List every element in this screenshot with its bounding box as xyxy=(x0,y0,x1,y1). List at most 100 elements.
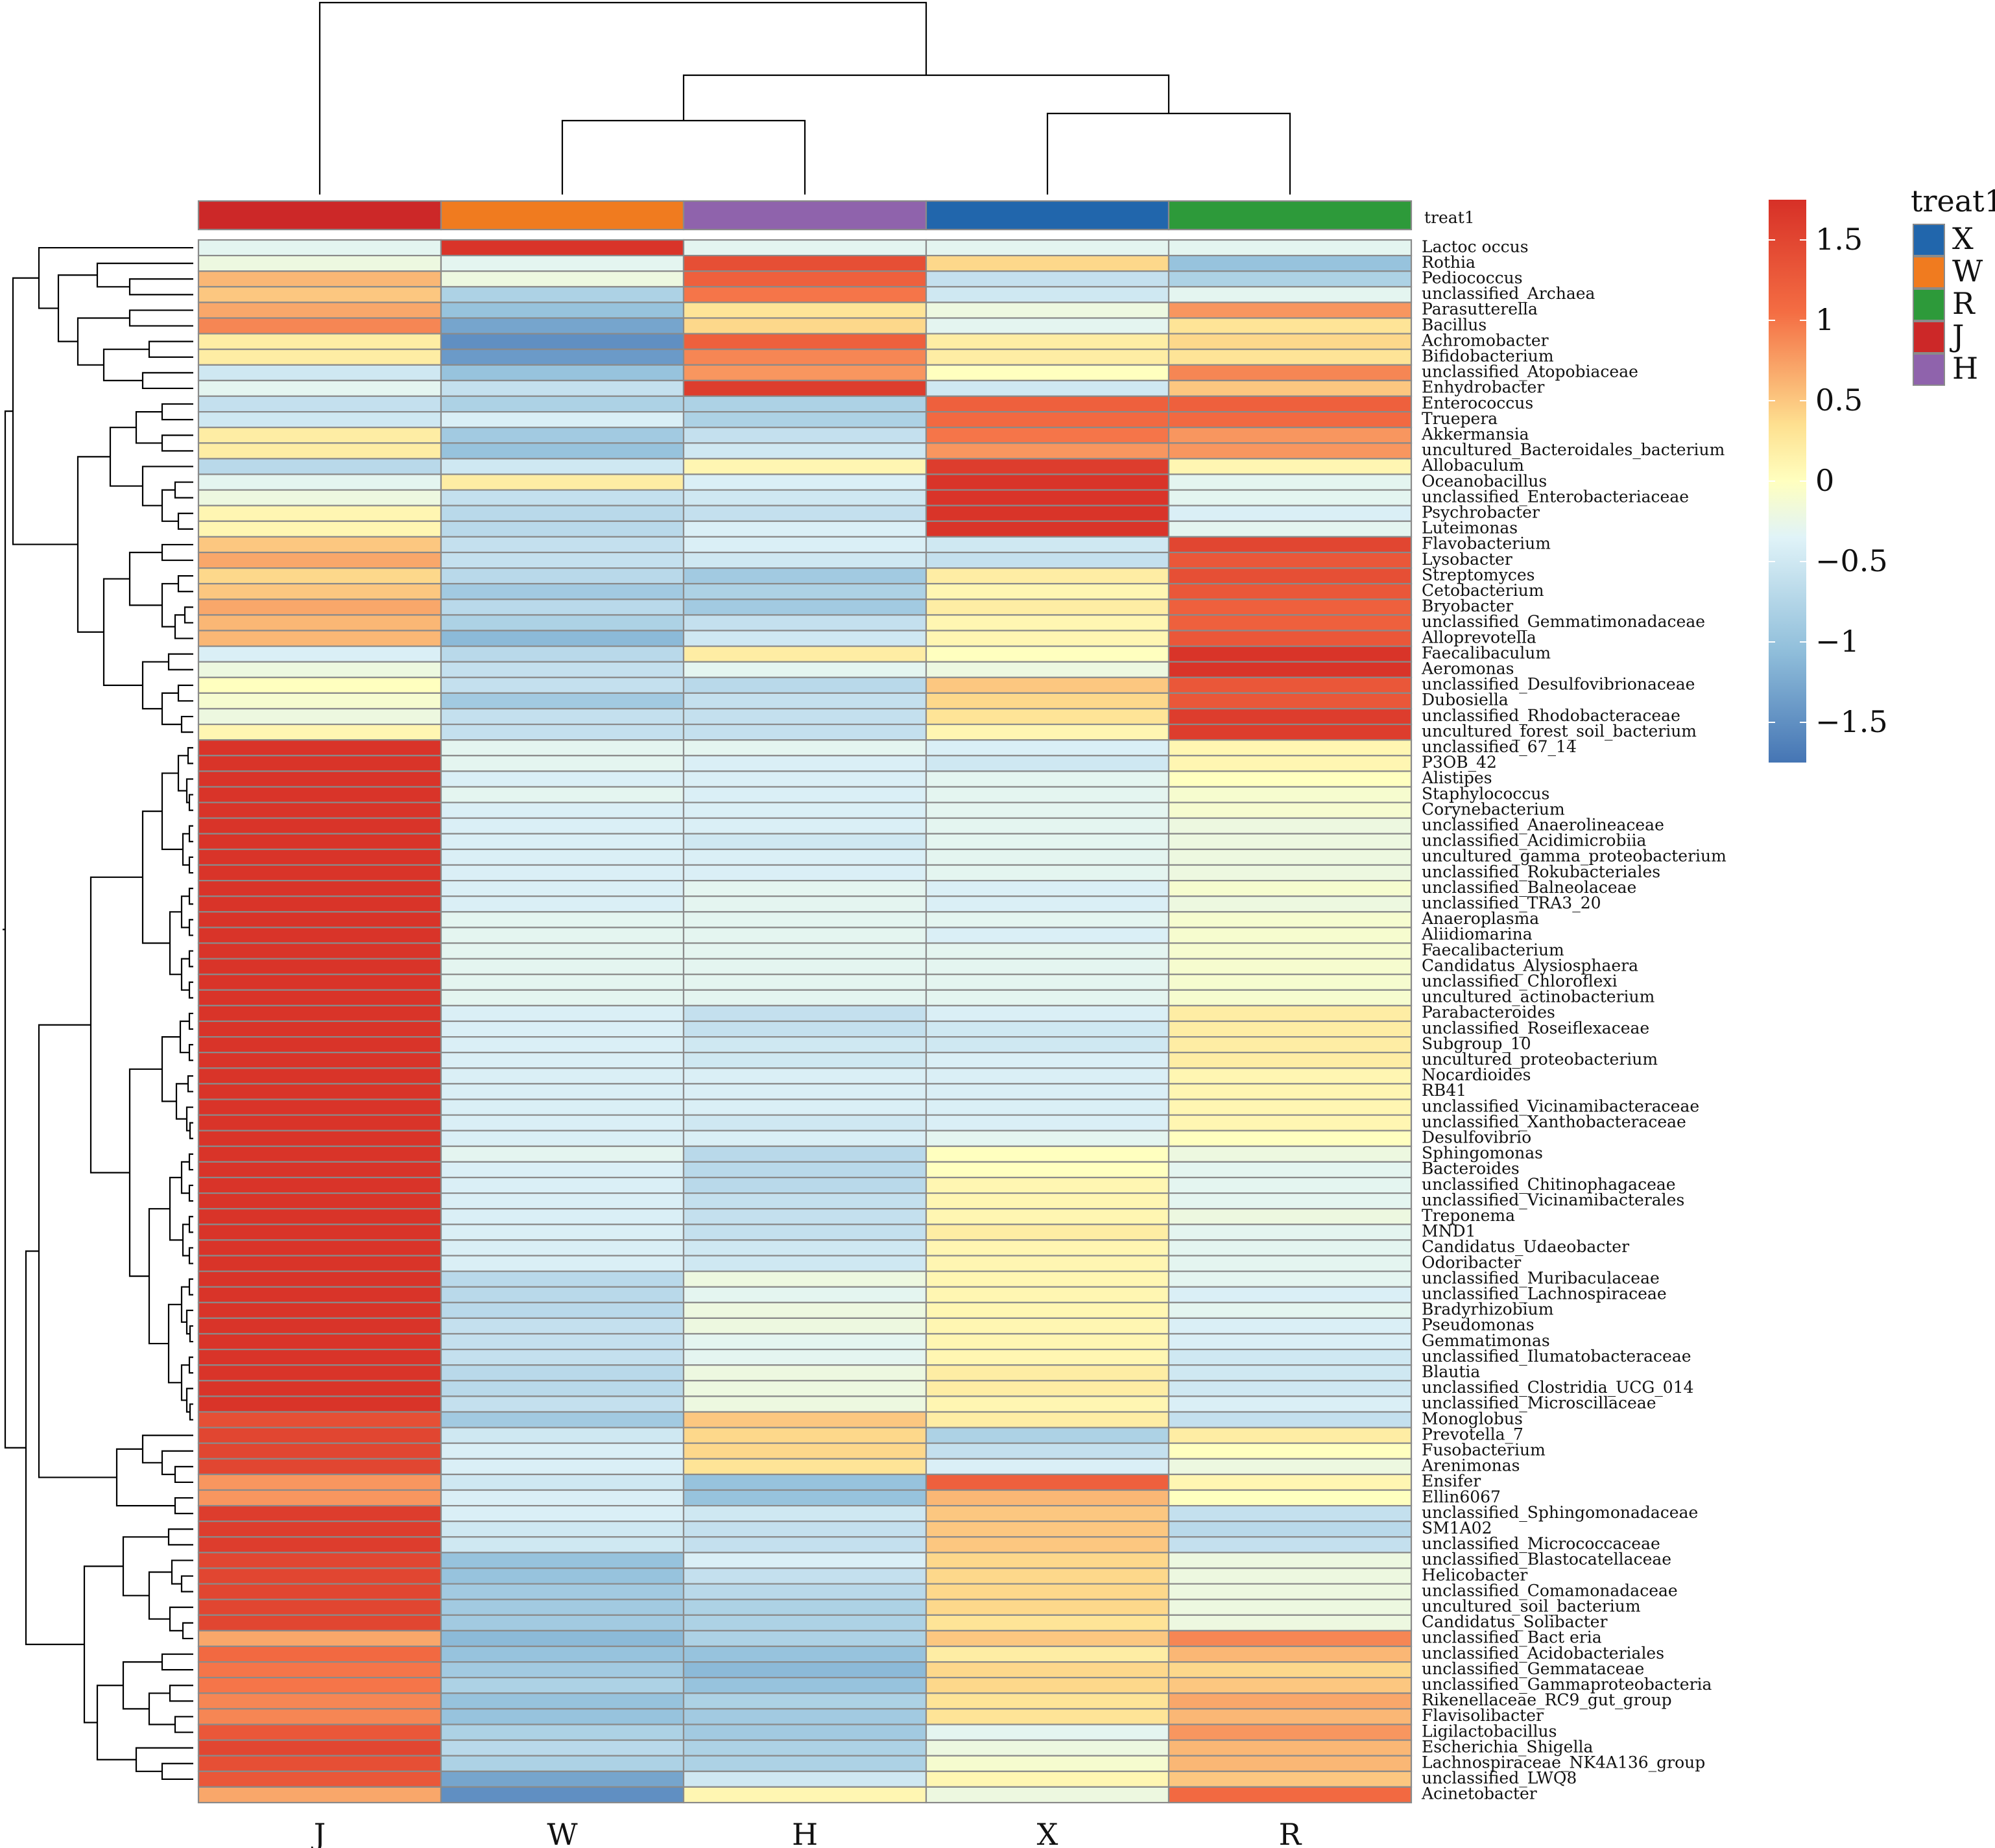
heatmap-cell xyxy=(197,1176,442,1194)
heatmap-cell xyxy=(1167,1536,1413,1554)
heatmap-cell xyxy=(925,1786,1170,1804)
heatmap-cell xyxy=(440,1333,685,1351)
heatmap-cell xyxy=(682,1521,927,1538)
row-label: Bryobacter xyxy=(1422,597,1513,615)
heatmap-cell xyxy=(682,551,927,569)
heatmap-cell xyxy=(682,1239,927,1257)
heatmap-cell xyxy=(925,1395,1170,1413)
heatmap-cell xyxy=(440,1052,685,1069)
legend-label: X xyxy=(1952,221,1974,256)
heatmap-cell xyxy=(197,1739,442,1757)
row-label: Aeromonas xyxy=(1421,659,1514,678)
heatmap-cell xyxy=(440,270,685,288)
dendrogram-branch xyxy=(77,317,130,366)
heatmap-cell xyxy=(440,927,685,944)
heatmap-cell xyxy=(1167,1395,1413,1413)
dendrogram-branch xyxy=(83,1565,123,1724)
dendrogram-branch xyxy=(135,1747,193,1772)
heatmap-cell xyxy=(197,489,442,506)
row-label: Truepera xyxy=(1422,409,1498,428)
legend-swatch xyxy=(1913,353,1945,386)
heatmap-cell xyxy=(682,1645,927,1663)
heatmap-cell xyxy=(197,270,442,288)
heatmap-cell xyxy=(197,1036,442,1054)
row-label: Ligilactobacillus xyxy=(1422,1722,1557,1740)
heatmap-cell xyxy=(197,770,442,788)
row-label: unclassified_Comamonadaceae xyxy=(1422,1581,1678,1600)
heatmap-cell xyxy=(1167,442,1413,460)
heatmap-cell xyxy=(1167,739,1413,757)
heatmap-cell xyxy=(1167,567,1413,585)
heatmap-cell xyxy=(925,1598,1170,1616)
heatmap-cell xyxy=(440,817,685,835)
heatmap-cell xyxy=(682,1786,927,1804)
heatmap-cell xyxy=(925,942,1170,960)
heatmap-cell xyxy=(197,1395,442,1413)
row-label: Nocardioides xyxy=(1422,1065,1531,1084)
dendrogram-branch xyxy=(185,1106,193,1131)
heatmap-cell xyxy=(925,1411,1170,1428)
dendrogram-branch xyxy=(96,1685,136,1760)
heatmap-cell xyxy=(925,895,1170,913)
row-label: Odoribacter xyxy=(1422,1253,1521,1272)
row-label: Ellin6067 xyxy=(1422,1487,1501,1506)
heatmap-cell xyxy=(440,473,685,491)
heatmap-cell xyxy=(925,536,1170,554)
heatmap-cell xyxy=(440,1020,685,1038)
row-label: Flavobacterium xyxy=(1422,534,1551,553)
heatmap-cell xyxy=(440,1208,685,1226)
heatmap-cell xyxy=(682,833,927,851)
heatmap-cell xyxy=(440,333,685,350)
heatmap-cell xyxy=(197,723,442,741)
dendrogram-branch xyxy=(169,1685,193,1702)
heatmap-cell xyxy=(1167,911,1413,929)
heatmap-cell xyxy=(197,1552,442,1569)
heatmap-cell xyxy=(682,614,927,632)
heatmap-cell xyxy=(1167,1770,1413,1788)
annotation-label: treat1 xyxy=(1424,208,1475,227)
heatmap-cell xyxy=(197,1677,442,1694)
heatmap-cell xyxy=(197,645,442,663)
heatmap-cell xyxy=(197,879,442,897)
heatmap-cell xyxy=(925,1677,1170,1694)
heatmap-cell xyxy=(440,958,685,975)
row-label: Treponema xyxy=(1422,1206,1515,1225)
heatmap-cell xyxy=(197,1067,442,1085)
heatmap-cell xyxy=(440,786,685,803)
dendrogram-branch xyxy=(188,1356,193,1374)
row-label: unclassified_Gemmataceae xyxy=(1422,1659,1644,1678)
heatmap-cell xyxy=(925,1567,1170,1585)
heatmap-cell xyxy=(440,1473,685,1491)
row-label: Anaeroplasma xyxy=(1421,909,1539,928)
legend-label: W xyxy=(1952,254,1983,289)
heatmap-cell xyxy=(197,833,442,851)
row-label: unclassified_Muribaculaceae xyxy=(1422,1268,1660,1287)
row-dendrogram xyxy=(3,246,193,1780)
dendrogram-branch xyxy=(174,481,193,499)
heatmap-cell xyxy=(925,1473,1170,1491)
heatmap-cell xyxy=(1167,1004,1413,1023)
row-label: P3OB_42 xyxy=(1422,753,1497,772)
dendrogram-branch xyxy=(188,950,193,967)
heatmap-cell xyxy=(925,989,1170,1007)
color-scale-label: 0.5 xyxy=(1815,383,1863,418)
dendrogram-branch xyxy=(161,1036,180,1102)
heatmap-cell xyxy=(197,989,442,1007)
heatmap-cell xyxy=(682,1270,927,1288)
heatmap-cell xyxy=(925,1739,1170,1757)
heatmap-cell xyxy=(925,1536,1170,1554)
heatmap-cell xyxy=(925,1317,1170,1335)
heatmap-cell xyxy=(925,1083,1170,1100)
heatmap-cell xyxy=(682,786,927,803)
heatmap-cell xyxy=(925,879,1170,897)
heatmap-cell xyxy=(1167,1521,1413,1538)
heatmap-cell xyxy=(925,848,1170,866)
row-label: Blautia xyxy=(1422,1362,1480,1381)
heatmap-cell xyxy=(682,1114,927,1131)
dendrogram-branch xyxy=(188,1278,193,1296)
dendrogram-branch xyxy=(177,684,193,702)
heatmap-cell xyxy=(1167,1567,1413,1585)
heatmap-cell xyxy=(197,1161,442,1179)
heatmap-cell xyxy=(197,333,442,350)
heatmap-cell xyxy=(925,302,1170,319)
